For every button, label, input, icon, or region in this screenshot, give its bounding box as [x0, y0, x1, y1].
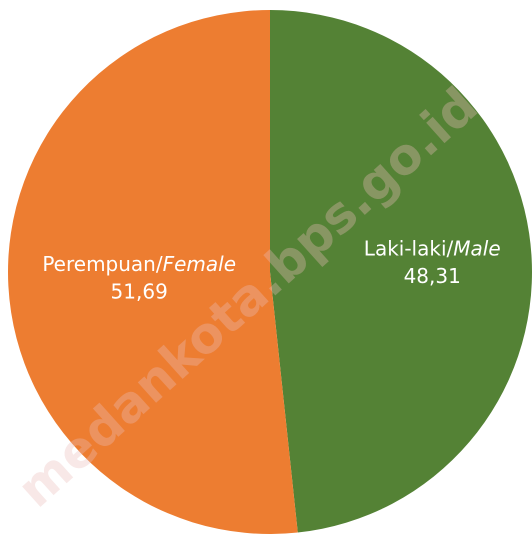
value-label: 48,31	[404, 264, 461, 288]
slice-label: Perempuan/Female	[42, 251, 236, 275]
value-label: 51,69	[111, 279, 168, 303]
pie-slice	[270, 10, 532, 533]
pie	[7, 10, 532, 534]
slice-label: Laki-laki/Male	[364, 236, 501, 260]
pie-slice	[7, 10, 298, 534]
